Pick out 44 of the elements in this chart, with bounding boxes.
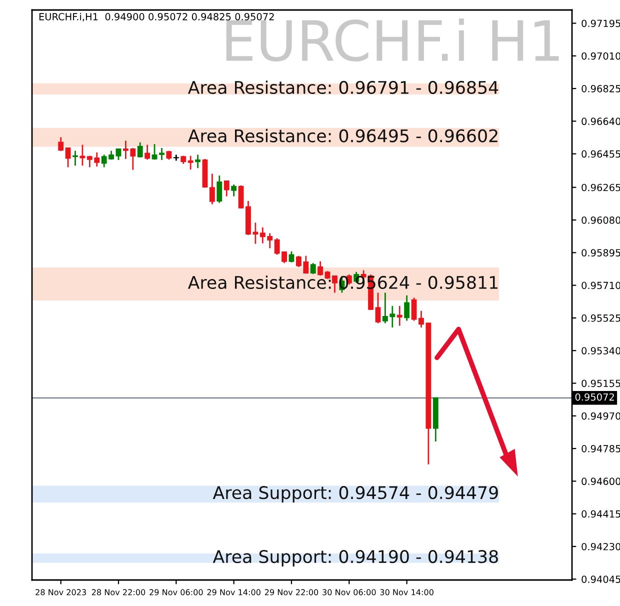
y-tick-label: 0.94045 <box>582 576 620 583</box>
y-tick-label: 0.95895 <box>582 249 620 256</box>
candlestick <box>80 144 86 166</box>
candlestick <box>332 274 338 294</box>
x-tick-label: 29 Nov 06:00 <box>150 589 203 596</box>
candlestick <box>116 148 122 161</box>
candlestick <box>411 296 417 322</box>
y-tick-label: 0.95525 <box>582 314 620 322</box>
y-tick-label: 0.96265 <box>582 184 620 192</box>
candlestick <box>72 150 78 166</box>
band-label: Area Support: 0.94574 - 0.94479 <box>212 486 498 503</box>
candlestick <box>195 154 200 169</box>
band-label: Area Resistance: 0.96495 - 0.96602 <box>188 128 498 142</box>
candlestick <box>375 292 381 324</box>
x-tick-label: 30 Nov 14:00 <box>380 589 434 596</box>
x-tick-label: 29 Nov 22:00 <box>264 589 318 596</box>
x-tick-label: 28 Nov 22:00 <box>92 589 146 596</box>
band-label: Area Resistance: 0.96791 - 0.96854 <box>188 80 498 94</box>
x-tick-label: 28 Nov 2023 <box>36 589 86 596</box>
ref-line-label: 0.95072 <box>575 393 614 401</box>
candlestick <box>288 250 294 264</box>
x-tick-label: 30 Nov 06:00 <box>322 589 376 596</box>
y-tick-label: 0.96455 <box>582 150 620 158</box>
candlestick <box>318 260 324 276</box>
y-tick-label: 0.97195 <box>582 20 620 28</box>
band-label: Area Support: 0.94190 - 0.94138 <box>212 550 498 567</box>
annotation: EURCHF.i,H1 0.94900 0.95072 0.94825 0.95072 <box>39 12 274 22</box>
candlestick <box>216 174 222 204</box>
candlestick <box>144 144 150 160</box>
candlestick <box>209 173 215 205</box>
candlestick <box>396 305 402 326</box>
candlestick <box>310 262 316 275</box>
candlestick <box>188 155 194 170</box>
candlestick <box>65 146 71 168</box>
y-tick-label: 0.96825 <box>582 85 620 92</box>
candlestick <box>58 136 64 152</box>
candlestick <box>404 294 410 322</box>
candlestick <box>224 180 230 198</box>
candlestick <box>137 142 143 158</box>
y-tick-label: 0.94785 <box>582 445 620 452</box>
x-tick-label: 29 Nov 14:00 <box>207 589 260 596</box>
y-tick-label: 0.95155 <box>582 380 620 388</box>
y-tick-label: 0.94415 <box>582 510 620 518</box>
candlestick <box>231 184 237 198</box>
